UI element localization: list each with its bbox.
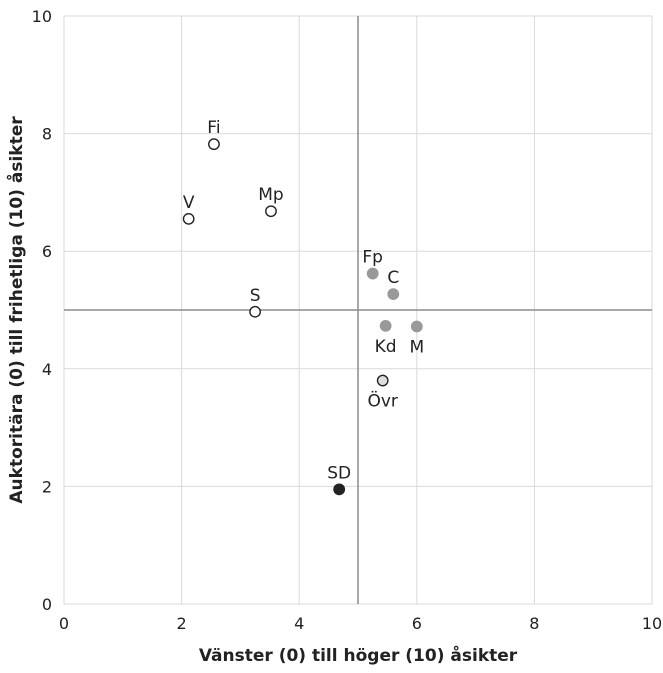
y-tick-label: 0 [42,595,52,614]
y-axis-title: Auktoritära (0) till frihetliga (10) åsi… [5,116,27,504]
data-point [366,267,379,280]
point-label: M [409,337,424,357]
data-point [182,212,195,225]
data-point [376,374,389,387]
y-tick-label: 2 [42,477,52,496]
x-tick-label: 2 [177,614,187,633]
point-label: Övr [367,390,397,412]
point-label: S [250,286,261,306]
x-tick-label: 10 [642,614,662,633]
tick-labels: 0 2 4 6 8 10 0 2 4 6 8 10 [32,7,663,633]
y-tick-label: 8 [42,125,52,144]
point-label: V [183,193,195,213]
y-tick-label: 4 [42,360,52,379]
point-label: Kd [375,337,397,357]
data-point [333,483,346,496]
point-label: C [387,268,399,288]
data-point [379,319,392,332]
point-label: Fi [207,118,220,138]
y-tick-label: 6 [42,242,52,261]
x-tick-label: 8 [529,614,539,633]
point-labels: Fi V Mp S FpC Kd M Övr SD [183,118,424,483]
x-axis-title: Vänster (0) till höger (10) åsikter [199,644,518,666]
data-point [208,138,220,151]
x-tick-label: 4 [294,614,304,633]
y-tick-label: 10 [32,7,52,26]
point-label: Fp [362,248,383,268]
data-point [249,305,262,318]
data-point [265,205,277,218]
data-point [410,320,423,333]
data-point [387,288,400,301]
data-points [182,138,423,496]
point-label: Mp [258,185,283,205]
point-label: SD [327,463,351,483]
x-tick-label: 0 [59,614,69,633]
x-tick-label: 6 [412,614,422,633]
reference-lines [64,16,652,604]
